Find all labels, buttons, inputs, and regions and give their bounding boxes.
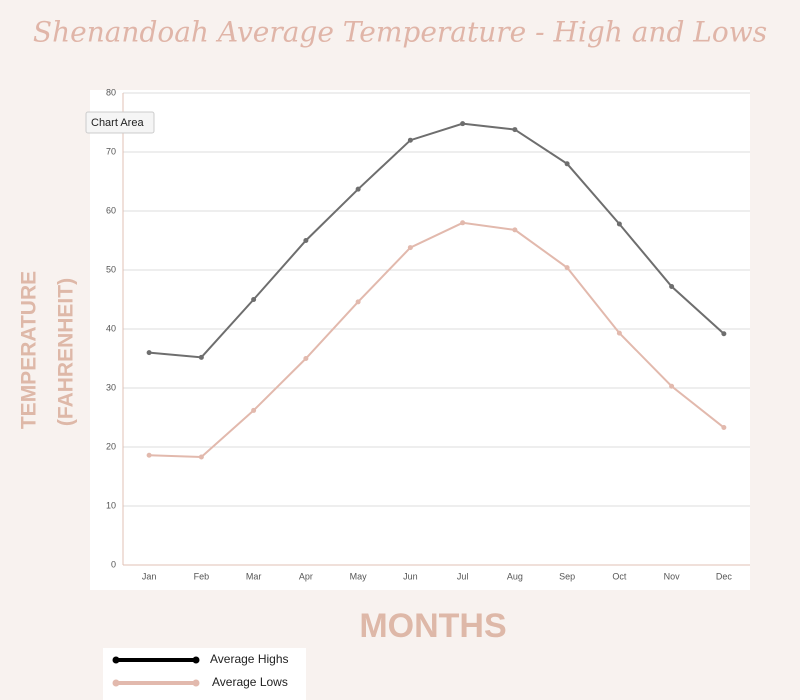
data-point — [669, 284, 675, 290]
y-tick-label: 0 — [111, 559, 116, 569]
legend — [103, 648, 306, 700]
data-point — [355, 186, 361, 192]
data-point — [512, 127, 518, 133]
data-point — [407, 137, 413, 143]
y-tick-label: 50 — [106, 264, 116, 274]
legend-label: Average Highs — [210, 652, 289, 666]
data-point — [564, 265, 570, 271]
series-line — [149, 122, 725, 359]
x-tick-label: Jun — [403, 571, 418, 581]
x-axis-label: MONTHS — [359, 607, 506, 645]
legend-marker — [192, 656, 200, 664]
chart-title: Shenandoah Average Temperature - High an… — [33, 16, 767, 49]
y-tick-label: 20 — [106, 441, 116, 451]
data-point — [669, 383, 675, 389]
data-point — [303, 356, 309, 361]
y-axis-label: TEMPERATURE — [18, 271, 41, 429]
data-point — [198, 454, 204, 460]
data-point — [198, 354, 204, 360]
data-point — [564, 161, 570, 167]
data-point — [616, 221, 622, 227]
y-tick-label: 10 — [106, 500, 116, 510]
tooltip — [85, 111, 155, 134]
plot-area — [90, 90, 750, 590]
data-point — [407, 245, 413, 251]
x-tick-label: Oct — [612, 571, 627, 581]
data-point — [303, 238, 309, 243]
data-point — [355, 299, 361, 305]
tooltip-text: Chart Area — [91, 117, 144, 129]
y-tick-label: 40 — [106, 323, 116, 333]
data-point — [721, 331, 727, 337]
y-tick-label: 30 — [106, 382, 116, 392]
data-point — [251, 297, 257, 302]
x-tick-label: Nov — [664, 571, 681, 581]
series-line — [149, 221, 725, 459]
data-point — [146, 350, 152, 356]
x-tick-label: Jul — [457, 571, 469, 581]
data-point — [721, 425, 727, 431]
x-tick-label: Mar — [246, 571, 262, 581]
y-tick-label: 80 — [106, 87, 116, 97]
data-point — [460, 220, 466, 226]
x-tick-label: Aug — [507, 571, 523, 581]
data-point — [251, 407, 257, 413]
y-tick-label: 60 — [106, 205, 116, 215]
x-tick-label: May — [350, 571, 368, 581]
x-tick-label: Apr — [299, 571, 313, 581]
legend-label: Average Lows — [212, 675, 288, 689]
x-tick-label: Dec — [716, 571, 733, 581]
data-point — [616, 330, 622, 336]
data-point — [460, 121, 466, 127]
legend-marker — [192, 679, 200, 687]
data-point — [512, 227, 518, 233]
y-axis-label: (FAHRENHEIT) — [55, 278, 78, 426]
x-tick-label: Jan — [142, 571, 157, 581]
data-point — [146, 452, 152, 458]
y-tick-label: 70 — [106, 146, 116, 156]
legend-marker — [112, 656, 120, 664]
legend-marker — [112, 679, 120, 687]
x-tick-label: Sep — [559, 571, 575, 581]
x-tick-label: Feb — [194, 571, 210, 581]
